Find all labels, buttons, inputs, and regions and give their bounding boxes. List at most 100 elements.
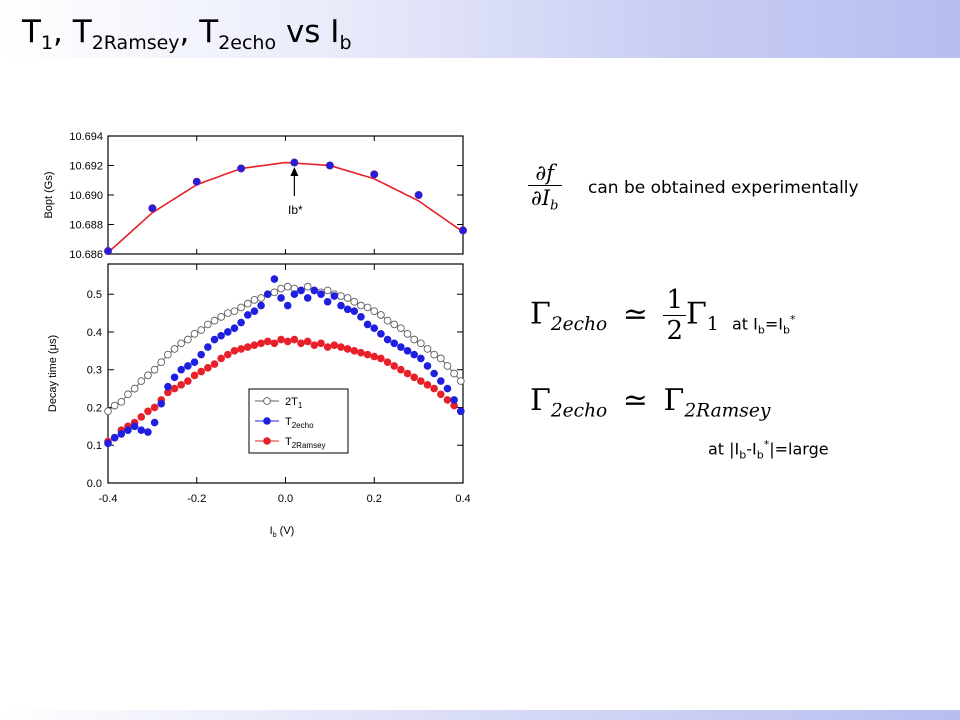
series-t2ramsey-point (164, 388, 172, 397)
series-2t1-point (124, 390, 132, 399)
series-2t1-point (430, 350, 439, 359)
series-2t1-point (423, 345, 432, 353)
series-t2echo-point (270, 275, 279, 283)
bottom-ytick-label: 0.3 (87, 365, 102, 377)
series-t2echo-point (377, 330, 385, 338)
series-t2echo-point (124, 426, 132, 434)
series-2t1-point (456, 377, 465, 385)
title-bar (0, 0, 960, 58)
series-t2echo-point (237, 318, 245, 327)
series-t2ramsey-point (377, 354, 385, 363)
series-2t1-point (377, 311, 385, 319)
series-t2echo-point (263, 290, 272, 299)
series-2t1-point (323, 286, 332, 295)
series-t2ramsey-point (297, 339, 305, 348)
bottom-xlabel: Ib (V) (270, 525, 295, 539)
top-ylabel: Bopt (Gs) (43, 171, 55, 218)
series-t2echo-point (450, 396, 458, 404)
series-t2ramsey-point (177, 381, 186, 389)
series-t2ramsey-point (450, 401, 458, 410)
series-t2echo-point (350, 307, 359, 315)
series-t2ramsey-point (370, 352, 379, 361)
series-2t1-point (363, 303, 372, 312)
series-2t1-point (257, 294, 265, 302)
series-t2echo-point (397, 343, 405, 351)
series-t2ramsey-point (250, 341, 259, 349)
series-t2echo-point (390, 339, 399, 348)
series-t2ramsey-point (277, 335, 285, 344)
series-2t1-point (337, 292, 345, 300)
series-2t1-point (397, 324, 405, 333)
series-2t1-point (370, 307, 379, 316)
series-2t1-point (190, 330, 199, 338)
series-t2ramsey-point (144, 407, 152, 416)
series-2t1-point (197, 326, 206, 334)
series-t2ramsey-point (323, 343, 332, 351)
condition-large: at |Ib-Ib*|=large (708, 438, 829, 462)
series-t2ramsey-point (210, 360, 219, 368)
legend-marker (263, 437, 271, 445)
series-2t1-point (277, 284, 285, 293)
series-t2ramsey-point (217, 354, 225, 363)
series-t2echo-point (456, 407, 465, 416)
series-2t1-point (383, 316, 392, 325)
top-data-point (148, 204, 157, 213)
series-t2ramsey-point (243, 343, 252, 351)
bottom-xtick-label: -0.2 (187, 493, 206, 505)
series-t2ramsey-point (310, 341, 319, 349)
bottom-ytick-label: 0.1 (87, 440, 102, 452)
top-ytick-label: 10.690 (69, 190, 103, 202)
series-t2echo-point (257, 301, 265, 310)
series-t2ramsey-point (270, 339, 279, 348)
series-2t1-point (137, 377, 146, 385)
series-t2echo-point (370, 324, 379, 332)
bottom-xtick-label: 0.2 (367, 493, 382, 505)
series-t2ramsey-point (170, 384, 179, 393)
series-2t1-point (217, 313, 226, 321)
series-t2echo-point (383, 335, 392, 344)
series-t2echo-point (137, 426, 146, 434)
top-fit-line (107, 161, 464, 254)
series-2t1-point (223, 309, 232, 317)
series-t2echo-point (423, 362, 432, 370)
ib-star-label: Ib* (288, 203, 303, 217)
series-t2ramsey-point (417, 377, 425, 385)
legend-marker (263, 417, 271, 425)
series-t2echo-point (437, 377, 445, 385)
series-t2echo-point (150, 418, 159, 427)
condition-optimal: at Ib=Ib* (732, 313, 796, 337)
top-ytick-label: 10.686 (69, 249, 103, 261)
series-t2ramsey-point (397, 365, 405, 374)
series-t2echo-point (303, 294, 312, 302)
dfdIb-expression: ∂f ∂Ib (528, 161, 562, 214)
series-t2ramsey-point (197, 367, 205, 376)
bottom-ytick-label: 0.0 (87, 478, 102, 490)
series-2t1-point (177, 339, 186, 348)
legend-marker (263, 397, 271, 405)
footer-bar (0, 710, 960, 720)
series-t2echo-point (403, 347, 412, 355)
series-2t1-point (390, 320, 399, 329)
series-t2echo-point (157, 399, 166, 408)
series-t2ramsey-point (443, 396, 452, 404)
series-t2echo-point (117, 430, 126, 438)
series-t2ramsey-point (330, 341, 339, 349)
series-t2ramsey-point (383, 358, 392, 366)
top-data-point (192, 177, 201, 186)
series-2t1-point (410, 335, 419, 344)
series-2t1-point (250, 296, 259, 304)
series-t2echo-point (110, 433, 119, 442)
series-t2ramsey-point (430, 384, 438, 393)
series-2t1-point (403, 330, 412, 338)
series-t2echo-point (297, 286, 305, 295)
top-data-point (104, 247, 113, 256)
series-t2echo-point (290, 290, 299, 299)
series-t2echo-point (250, 307, 259, 315)
series-t2ramsey-point (350, 347, 359, 355)
equation-echo-half-t1: Γ2echo ≃ 1 2 Γ1 (530, 285, 719, 346)
series-t2echo-point (230, 324, 239, 332)
series-t2ramsey-point (283, 337, 292, 346)
series-2t1-point (283, 282, 292, 291)
series-t2ramsey-point (437, 390, 445, 399)
